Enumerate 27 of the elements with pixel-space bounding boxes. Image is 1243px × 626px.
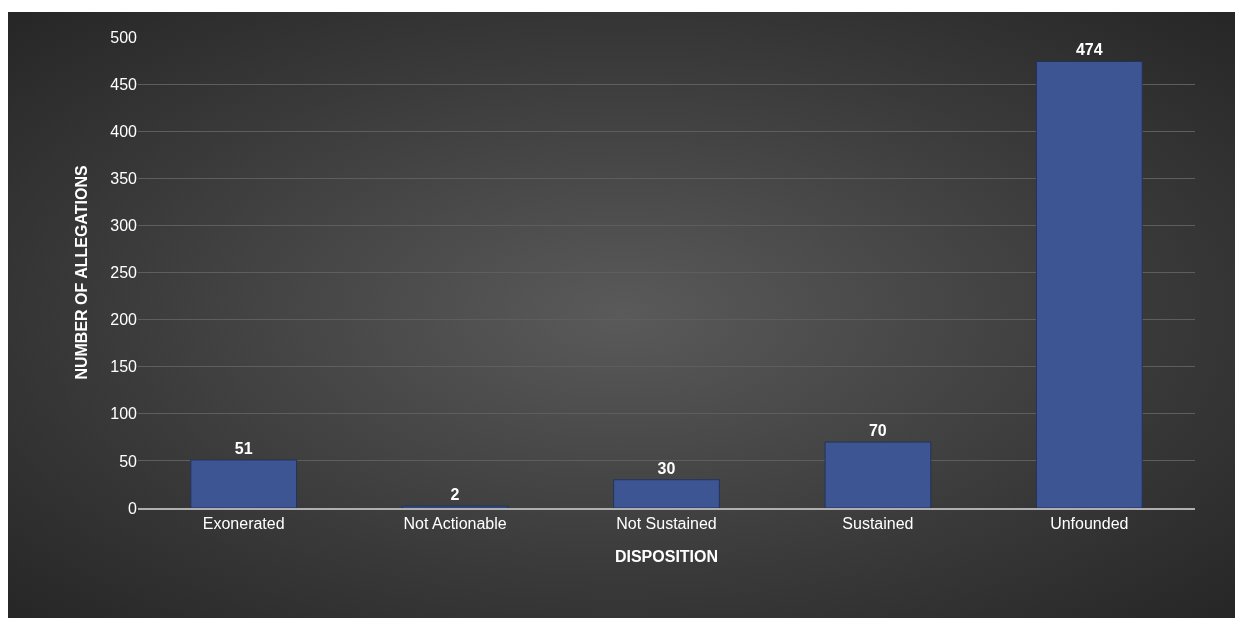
bar <box>824 441 932 508</box>
y-tick-label: 100 <box>110 405 138 423</box>
x-tick-label: Unfounded <box>1050 515 1129 533</box>
y-tick-label: 450 <box>110 75 138 93</box>
x-tick-label: Not Actionable <box>403 515 507 533</box>
x-tick-label: Exonerated <box>202 515 285 533</box>
data-label: 70 <box>868 422 887 440</box>
y-tick-label: 400 <box>110 122 138 140</box>
bar <box>190 459 298 508</box>
data-label: 2 <box>450 486 460 504</box>
y-tick-label: 200 <box>110 311 138 329</box>
y-tick-label: 300 <box>110 217 138 234</box>
data-label: 30 <box>657 459 676 477</box>
x-tick-label: Sustained <box>842 515 914 533</box>
x-axis-title: DISPOSITION <box>614 548 719 566</box>
bar <box>1035 60 1143 508</box>
data-label: 51 <box>234 439 253 457</box>
y-tick-label: 250 <box>110 264 138 282</box>
bar <box>613 479 720 508</box>
y-tick-label: 500 <box>110 28 138 46</box>
x-tick-label: Not Sustained <box>616 515 717 533</box>
y-axis-title: NUMBER OF ALLEGATIONS <box>73 165 91 380</box>
y-tick-label: 150 <box>110 358 138 376</box>
data-label: 474 <box>1075 41 1103 59</box>
y-tick-label: 0 <box>128 499 138 517</box>
y-tick-label: 50 <box>119 452 138 470</box>
y-tick-label: 350 <box>110 169 138 187</box>
